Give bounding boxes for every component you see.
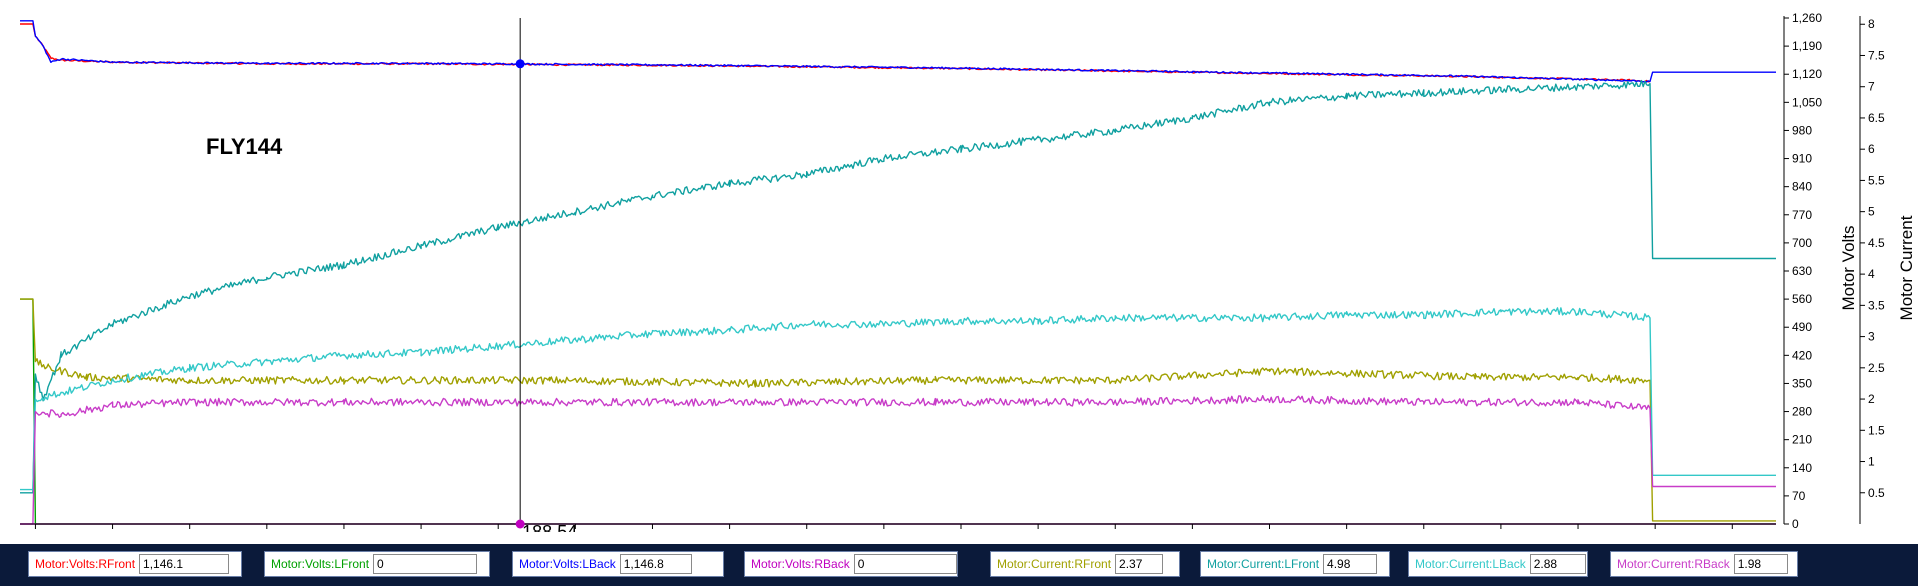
left-tick-label: 420 bbox=[1792, 348, 1812, 362]
x-tick-label: 240 bbox=[642, 531, 662, 532]
readout-motor-current-rback: Motor:Current:RBack 1.98 bbox=[1610, 551, 1798, 577]
series-line bbox=[20, 20, 1776, 83]
readout-value-field[interactable]: 0 bbox=[373, 554, 478, 574]
left-tick-label: 1,190 bbox=[1792, 39, 1822, 53]
left-tick-label: 630 bbox=[1792, 264, 1812, 278]
readout-value-field[interactable]: 1,146.1 bbox=[139, 554, 230, 574]
right-tick-label: 1 bbox=[1868, 455, 1875, 469]
x-tick-label: 510 bbox=[1337, 531, 1357, 532]
readout-label: Motor:Current:RBack bbox=[1617, 557, 1730, 571]
readout-label: Motor:Volts:RFront bbox=[35, 557, 136, 571]
readout-motor-current-lfront: Motor:Current:LFront 4.98 bbox=[1200, 551, 1390, 577]
series-line bbox=[20, 307, 1776, 491]
right-tick-label: 5.5 bbox=[1868, 173, 1885, 187]
x-tick-label: 330 bbox=[874, 531, 894, 532]
left-tick-label: 1,050 bbox=[1792, 95, 1822, 109]
left-tick-label: 70 bbox=[1792, 489, 1806, 503]
right-tick-label: 7.5 bbox=[1868, 48, 1885, 62]
x-tick-label: 90 bbox=[260, 531, 274, 532]
readout-label: Motor:Volts:LBack bbox=[519, 557, 616, 571]
x-tick-label: 180 bbox=[488, 531, 508, 532]
readout-value-field[interactable]: 0 bbox=[853, 554, 957, 574]
left-tick-label: 280 bbox=[1792, 405, 1812, 419]
left-tick-label: 1,120 bbox=[1792, 67, 1822, 81]
readout-motor-volts-rfront: Motor:Volts:RFront 1,146.1 bbox=[28, 551, 242, 577]
readout-motor-volts-rback: Motor:Volts:RBack 0 bbox=[744, 551, 958, 577]
right-tick-label: 4.5 bbox=[1868, 236, 1885, 250]
series-line bbox=[20, 298, 1776, 522]
left-tick-label: 980 bbox=[1792, 123, 1812, 137]
left-tick-label: 770 bbox=[1792, 208, 1812, 222]
chart-title: FLY144 bbox=[206, 134, 283, 159]
right-tick-label: 6 bbox=[1868, 142, 1875, 156]
readout-value-field[interactable]: 2.88 bbox=[1529, 554, 1586, 574]
left-tick-label: 700 bbox=[1792, 236, 1812, 250]
left-tick-label: 1,260 bbox=[1792, 11, 1822, 25]
readout-motor-current-rfront: Motor:Current:RFront 2.37 bbox=[990, 551, 1180, 577]
series-line bbox=[20, 395, 1776, 525]
x-tick-label: 300 bbox=[797, 531, 817, 532]
right-tick-label: 5 bbox=[1868, 205, 1875, 219]
right-tick-label: 4 bbox=[1868, 267, 1875, 281]
readout-label: Motor:Current:LBack bbox=[1415, 557, 1526, 571]
right-tick-label: 7 bbox=[1868, 80, 1875, 94]
x-tick-label: -0 bbox=[30, 531, 41, 532]
cursor-marker-volts bbox=[515, 59, 525, 69]
readout-value-field[interactable]: 4.98 bbox=[1323, 554, 1378, 574]
left-tick-label: 350 bbox=[1792, 376, 1812, 390]
left-tick-label: 910 bbox=[1792, 152, 1812, 166]
left-axis-label: Motor Volts bbox=[1839, 225, 1858, 310]
readout-label: Motor:Current:LFront bbox=[1207, 557, 1320, 571]
readout-label: Motor:Current:RFront bbox=[997, 557, 1112, 571]
right-axis-label: Motor Current bbox=[1897, 215, 1916, 320]
right-tick-label: 1.5 bbox=[1868, 423, 1885, 437]
right-tick-label: 6.5 bbox=[1868, 111, 1885, 125]
right-tick-label: 3.5 bbox=[1868, 298, 1885, 312]
right-tick-label: 2 bbox=[1868, 392, 1875, 406]
left-tick-label: 210 bbox=[1792, 433, 1812, 447]
cursor-marker-base bbox=[515, 519, 525, 529]
right-tick-label: 3 bbox=[1868, 330, 1875, 344]
x-tick-label: 660 bbox=[1722, 531, 1742, 532]
left-tick-label: 840 bbox=[1792, 180, 1812, 194]
plot-area[interactable] bbox=[20, 18, 1776, 524]
x-tick-label: 360 bbox=[951, 531, 971, 532]
x-tick-label: 270 bbox=[720, 531, 740, 532]
x-tick-label: 150 bbox=[411, 531, 431, 532]
x-tick-label: 210 bbox=[565, 531, 585, 532]
left-tick-label: 140 bbox=[1792, 461, 1812, 475]
readout-motor-volts-lfront: Motor:Volts:LFront 0 bbox=[264, 551, 490, 577]
cursor-value-label: 188.54 bbox=[522, 522, 577, 532]
x-tick-label: 30 bbox=[106, 531, 120, 532]
axes-layer: -030609012015018021024027030033036039042… bbox=[20, 11, 1885, 532]
x-tick-label: 60 bbox=[183, 531, 197, 532]
motor-chart: -030609012015018021024027030033036039042… bbox=[20, 11, 1916, 532]
right-tick-label: 0.5 bbox=[1868, 486, 1885, 500]
readout-motor-volts-lback: Motor:Volts:LBack 1,146.8 bbox=[512, 551, 724, 577]
left-tick-label: 560 bbox=[1792, 292, 1812, 306]
right-tick-label: 2.5 bbox=[1868, 361, 1885, 375]
left-tick-label: 490 bbox=[1792, 320, 1812, 334]
x-tick-label: 540 bbox=[1414, 531, 1434, 532]
readout-value-field[interactable]: 2.37 bbox=[1115, 554, 1164, 574]
cursor-layer[interactable]: 188.54 bbox=[515, 18, 578, 532]
x-tick-label: 480 bbox=[1259, 531, 1279, 532]
readout-value-field[interactable]: 1.98 bbox=[1733, 554, 1788, 574]
x-tick-label: 420 bbox=[1105, 531, 1125, 532]
readout-label: Motor:Volts:RBack bbox=[751, 557, 850, 571]
readout-motor-current-lback: Motor:Current:LBack 2.88 bbox=[1408, 551, 1588, 577]
x-tick-label: 120 bbox=[334, 531, 354, 532]
series-line bbox=[20, 79, 1776, 494]
x-tick-label: 390 bbox=[1028, 531, 1048, 532]
x-tick-label: 450 bbox=[1182, 531, 1202, 532]
x-tick-label: 630 bbox=[1645, 531, 1665, 532]
right-tick-label: 8 bbox=[1868, 17, 1875, 31]
readout-value-field[interactable]: 1,146.8 bbox=[619, 554, 692, 574]
left-tick-label: 0 bbox=[1792, 517, 1799, 531]
readout-label: Motor:Volts:LFront bbox=[271, 557, 370, 571]
x-tick-label: 600 bbox=[1568, 531, 1588, 532]
x-tick-label: 570 bbox=[1491, 531, 1511, 532]
readout-bar: Motor:Volts:RFront 1,146.1 Motor:Volts:LFr… bbox=[0, 544, 1918, 586]
